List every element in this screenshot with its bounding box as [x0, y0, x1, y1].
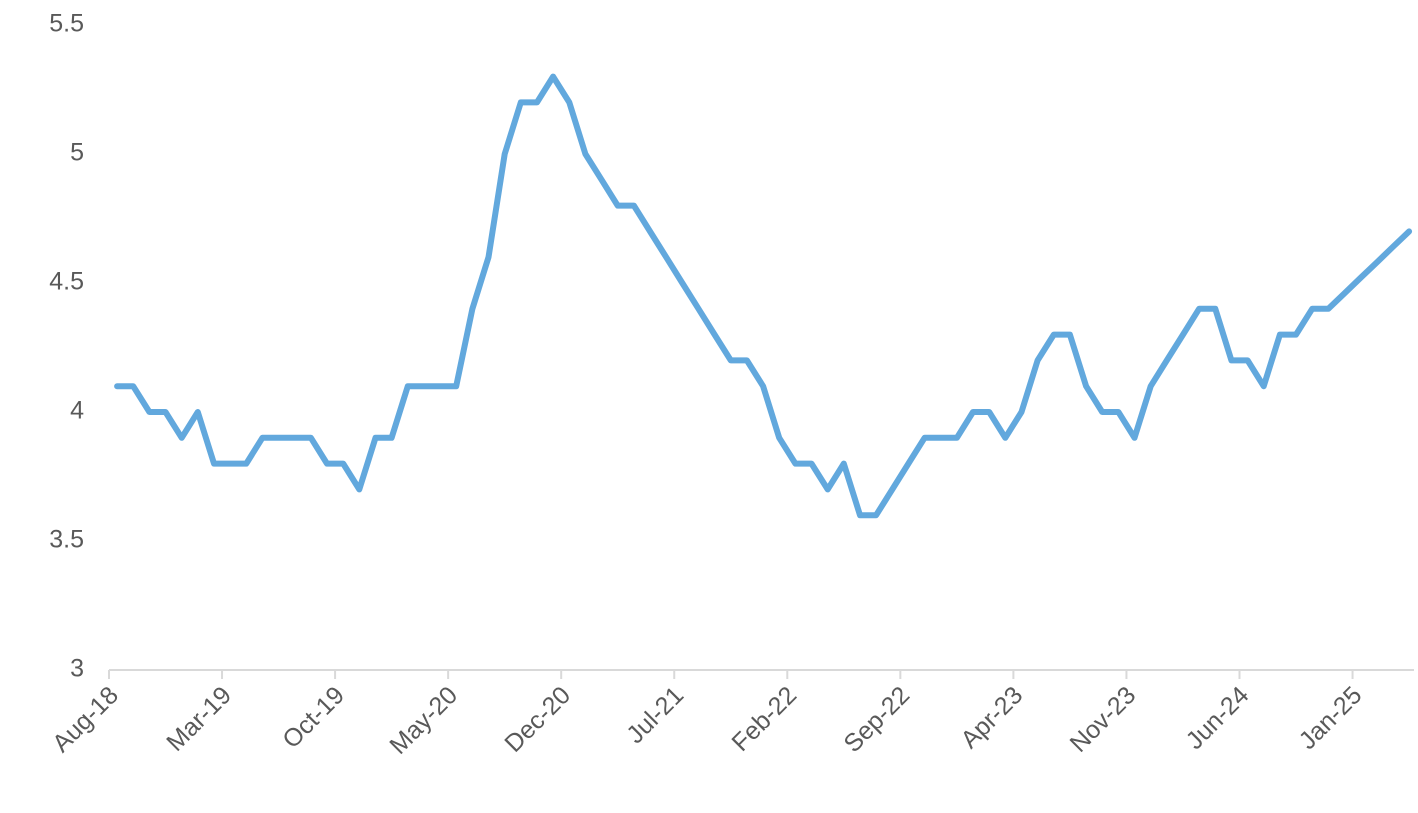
x-tick-label: Jan-25	[1294, 681, 1368, 755]
y-tick-label: 3.5	[49, 526, 84, 554]
x-tick-label: Jul-21	[621, 681, 689, 749]
series-line	[114, 73, 1413, 519]
y-tick-label: 3	[70, 655, 84, 683]
x-tick-label: Feb-22	[726, 681, 802, 757]
x-tick-label: Aug-18	[47, 681, 124, 758]
x-tick-label: Mar-19	[161, 681, 237, 757]
y-tick-label: 5.5	[49, 10, 84, 38]
x-tick-label: Apr-23	[955, 681, 1028, 754]
y-tick-label: 4	[70, 397, 84, 425]
x-tick-label: Sep-22	[838, 681, 915, 758]
x-tick-label: Oct-19	[277, 681, 350, 754]
x-tick-label: May-20	[384, 681, 463, 760]
x-tick-label: Jun-24	[1181, 681, 1255, 755]
y-tick-label: 5	[70, 139, 84, 167]
y-tick-label: 4.5	[49, 268, 84, 296]
x-tick-label: Dec-20	[499, 681, 576, 758]
x-tick-label: Nov-23	[1065, 681, 1142, 758]
